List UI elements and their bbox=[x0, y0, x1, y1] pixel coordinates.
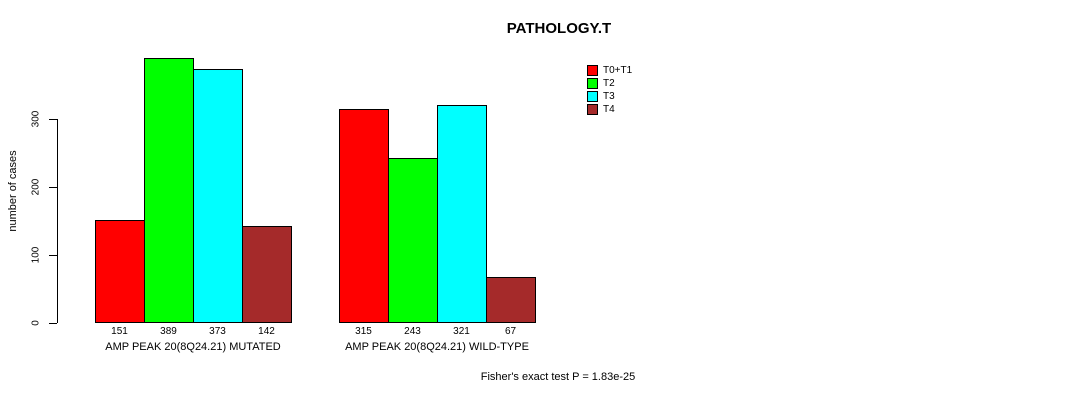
legend-swatch-icon bbox=[587, 91, 598, 102]
chart-title: PATHOLOGY.T bbox=[506, 20, 612, 37]
legend-item: T0+T1 bbox=[587, 64, 632, 77]
bar-value-label: 373 bbox=[209, 326, 226, 337]
bar-t4 bbox=[242, 226, 292, 323]
legend-item-label: T4 bbox=[603, 104, 615, 115]
legend-item-label: T0+T1 bbox=[603, 65, 633, 76]
bar-value-label: 389 bbox=[160, 326, 177, 337]
legend-swatch-icon bbox=[587, 78, 598, 89]
y-axis-tick bbox=[49, 322, 57, 324]
y-axis-label: number of cases bbox=[7, 150, 19, 232]
bar-t4 bbox=[486, 277, 536, 323]
y-axis-tick-label: 0 bbox=[30, 320, 42, 326]
bar-value-label: 67 bbox=[504, 326, 517, 337]
legend: T0+T1 T2 T3 T4 bbox=[587, 64, 632, 116]
bar-value-label: 315 bbox=[355, 326, 372, 337]
bar-t3 bbox=[437, 105, 487, 323]
bar-value-label: 151 bbox=[111, 326, 128, 337]
y-axis-tick bbox=[49, 186, 57, 188]
y-axis-tick bbox=[49, 254, 57, 256]
legend-swatch-icon bbox=[587, 65, 598, 76]
group-label: AMP PEAK 20(8Q24.21) MUTATED bbox=[105, 341, 281, 353]
y-axis-line bbox=[57, 119, 58, 323]
y-axis-tick-label: 200 bbox=[30, 178, 42, 196]
legend-item: T4 bbox=[587, 103, 632, 116]
legend-item: T2 bbox=[587, 77, 632, 90]
bar-t0-t1 bbox=[95, 220, 145, 323]
bar-t0-t1 bbox=[339, 109, 389, 323]
legend-item-label: T2 bbox=[603, 78, 615, 89]
bar-t3 bbox=[193, 69, 243, 323]
y-axis-tick-label: 300 bbox=[30, 110, 42, 128]
y-axis-tick-label: 100 bbox=[30, 246, 42, 264]
legend-item: T3 bbox=[587, 90, 632, 103]
group-label: AMP PEAK 20(8Q24.21) WILD-TYPE bbox=[345, 341, 529, 353]
bar-t2 bbox=[388, 158, 438, 323]
legend-swatch-icon bbox=[587, 104, 598, 115]
bar-value-label: 321 bbox=[453, 326, 470, 337]
fisher-test-annotation: Fisher's exact test P = 1.83e-25 bbox=[480, 371, 636, 383]
bar-value-label: 243 bbox=[404, 326, 421, 337]
y-axis-tick bbox=[49, 118, 57, 120]
legend-item-label: T3 bbox=[603, 91, 615, 102]
bar-t2 bbox=[144, 58, 194, 323]
bar-value-label: 142 bbox=[258, 326, 275, 337]
